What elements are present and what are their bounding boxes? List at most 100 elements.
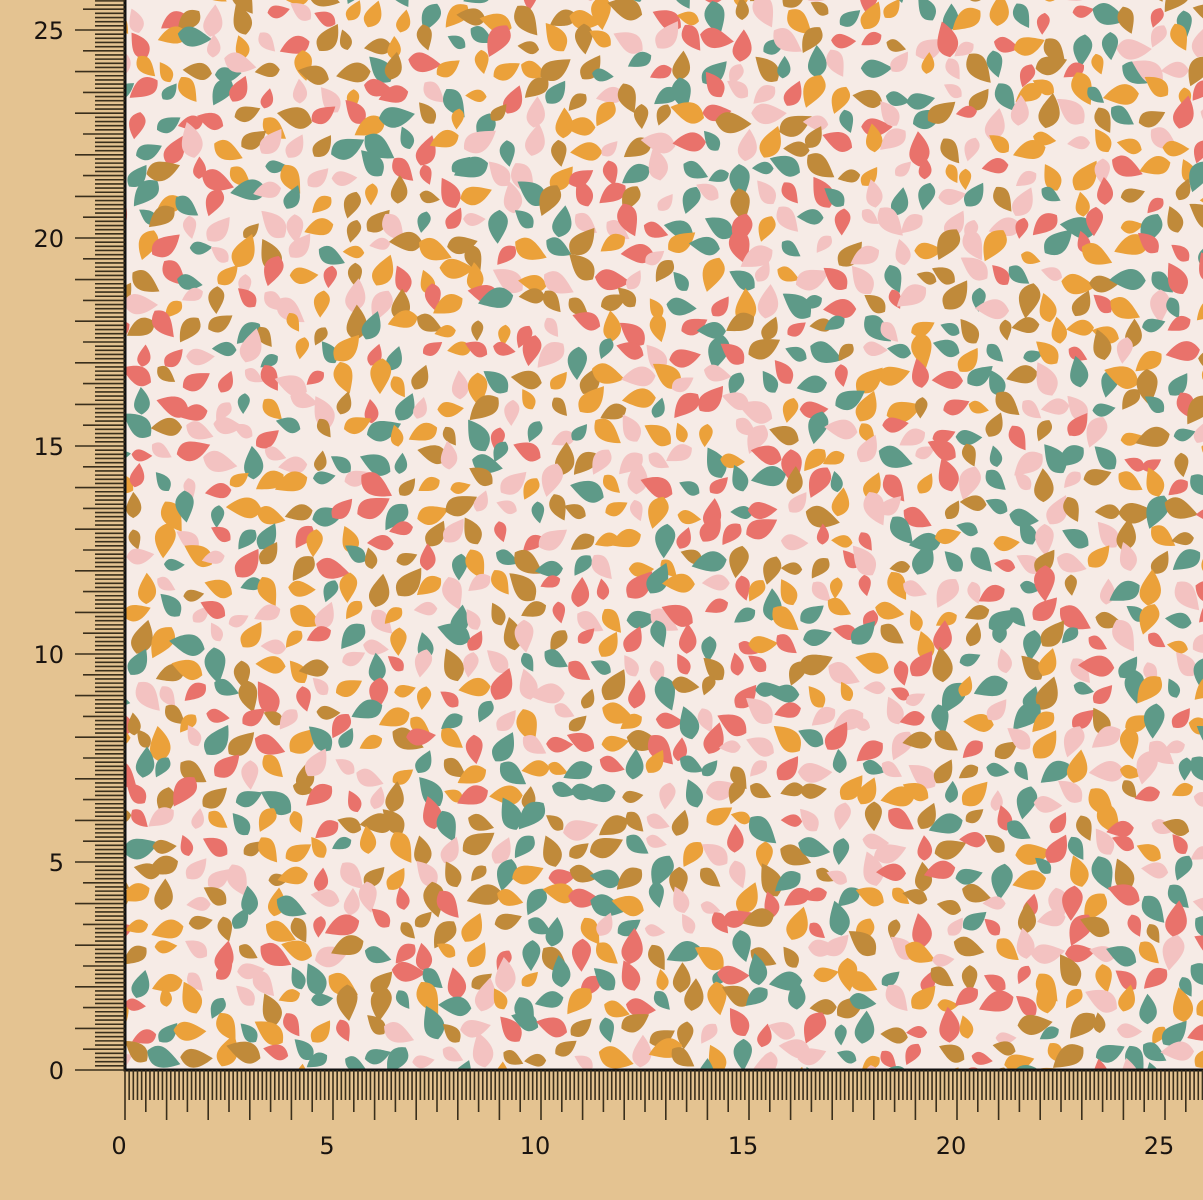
teardrop xyxy=(343,191,361,219)
teardrop xyxy=(214,940,234,972)
teardrop xyxy=(126,317,155,336)
teardrop xyxy=(735,0,749,20)
teardrop xyxy=(367,1015,386,1035)
teardrop xyxy=(534,560,563,577)
teardrop xyxy=(889,561,911,573)
teardrop xyxy=(1110,105,1134,125)
teardrop xyxy=(161,501,182,532)
teardrop xyxy=(336,62,371,83)
teardrop xyxy=(1106,821,1134,837)
teardrop xyxy=(406,728,436,746)
teardrop xyxy=(594,418,621,444)
teardrop xyxy=(780,814,803,827)
teardrop xyxy=(991,863,1013,900)
teardrop xyxy=(594,269,631,291)
teardrop xyxy=(499,140,515,167)
teardrop xyxy=(655,712,684,729)
teardrop xyxy=(735,575,750,601)
teardrop xyxy=(1195,916,1203,939)
teardrop xyxy=(546,237,572,256)
teardrop xyxy=(331,498,353,519)
teardrop xyxy=(1081,242,1113,265)
teardrop xyxy=(577,610,604,632)
teardrop xyxy=(1142,459,1162,472)
teardrop xyxy=(1170,23,1188,51)
teardrop xyxy=(1168,373,1188,396)
teardrop xyxy=(808,411,829,445)
teardrop xyxy=(851,621,875,645)
teardrop xyxy=(945,164,958,184)
teardrop xyxy=(364,547,378,570)
teardrop xyxy=(259,128,282,154)
teardrop xyxy=(1037,420,1053,442)
teardrop xyxy=(163,558,185,571)
teardrop xyxy=(126,548,155,565)
teardrop xyxy=(1060,605,1091,630)
teardrop xyxy=(306,529,323,558)
teardrop xyxy=(370,986,392,1022)
teardrop xyxy=(295,525,314,549)
teardrop xyxy=(1190,756,1203,783)
teardrop xyxy=(1178,757,1193,781)
teardrop xyxy=(646,834,667,848)
teardrop xyxy=(696,1058,715,1070)
teardrop xyxy=(1093,1012,1106,1033)
teardrop xyxy=(316,557,350,579)
teardrop xyxy=(882,474,905,502)
teardrop xyxy=(568,93,587,111)
teardrop xyxy=(596,942,618,964)
teardrop xyxy=(864,801,882,832)
teardrop xyxy=(905,693,926,707)
teardrop xyxy=(1095,1045,1125,1063)
teardrop xyxy=(885,984,908,1012)
teardrop xyxy=(183,215,197,239)
teardrop xyxy=(629,500,643,522)
teardrop xyxy=(1173,987,1193,1023)
teardrop xyxy=(1171,532,1194,546)
teardrop xyxy=(883,0,900,19)
teardrop xyxy=(1038,93,1060,129)
teardrop xyxy=(1136,844,1161,862)
teardrop xyxy=(837,169,861,183)
teardrop xyxy=(937,229,961,260)
teardrop xyxy=(750,445,782,465)
teardrop xyxy=(129,463,145,488)
teardrop xyxy=(276,895,307,917)
teardrop xyxy=(157,366,176,382)
teardrop xyxy=(992,265,1010,285)
teardrop xyxy=(436,810,456,842)
teardrop xyxy=(750,466,786,487)
teardrop xyxy=(416,24,432,51)
teardrop xyxy=(590,660,611,675)
teardrop xyxy=(311,837,327,858)
teardrop xyxy=(903,580,927,597)
teardrop xyxy=(773,725,801,753)
teardrop xyxy=(730,188,750,222)
teardrop xyxy=(601,608,622,633)
teardrop xyxy=(487,650,509,674)
teardrop xyxy=(722,910,752,928)
teardrop xyxy=(964,137,980,162)
teardrop xyxy=(783,80,802,106)
teardrop xyxy=(971,1051,993,1065)
teardrop xyxy=(825,934,849,957)
teardrop xyxy=(157,26,188,44)
teardrop xyxy=(160,593,182,617)
teardrop xyxy=(524,1053,547,1067)
teardrop xyxy=(256,327,272,347)
teardrop xyxy=(169,634,205,656)
teardrop xyxy=(1009,508,1039,527)
teardrop xyxy=(834,208,851,236)
y-label: 10 xyxy=(33,641,64,669)
teardrop xyxy=(487,25,511,58)
teardrop xyxy=(308,726,333,752)
teardrop xyxy=(910,650,933,677)
teardrop xyxy=(996,938,1019,961)
teardrop xyxy=(674,393,700,418)
teardrop xyxy=(392,769,414,785)
teardrop xyxy=(1064,726,1085,758)
teardrop xyxy=(591,0,611,31)
teardrop xyxy=(1136,368,1158,406)
teardrop xyxy=(596,101,616,127)
teardrop xyxy=(177,274,203,290)
